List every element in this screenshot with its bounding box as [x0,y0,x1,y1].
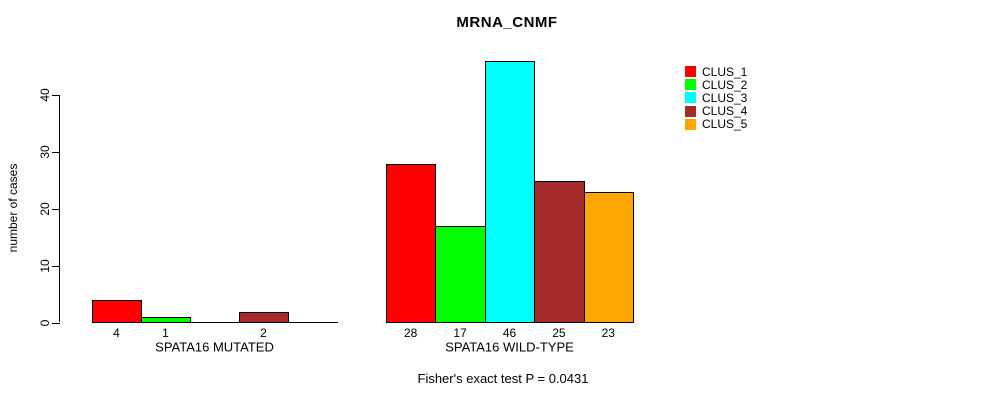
y-axis-tick [52,95,60,96]
bar-value-label: 1 [162,326,169,340]
chart-title: MRNA_CNMF [456,14,558,31]
group-baseline [92,322,338,323]
bar-value-label: 4 [113,326,120,340]
legend-item: CLUS_5 [685,118,747,131]
legend-color-swatch [685,92,696,104]
legend-color-swatch [685,66,696,78]
legend-item-label: CLUS_3 [702,90,748,105]
bar-value-label: 28 [404,326,418,340]
legend-color-swatch [685,79,696,91]
legend-item: CLUS_3 [685,91,747,104]
bar-value-label: 46 [502,326,517,340]
bar-value-label: 17 [453,326,467,340]
bar-clus_4 [239,312,289,323]
legend-item-label: CLUS_1 [702,64,748,79]
bar-clus_2 [141,317,191,323]
y-axis-line [59,95,60,322]
y-tick-label: 20 [38,202,52,216]
bar-clus_1 [386,164,436,323]
y-tick-label: 30 [38,145,52,159]
legend-color-swatch [685,118,696,130]
bar-clus_1 [92,300,142,323]
y-axis-tick [52,323,60,324]
y-axis-label: number of cases [6,163,20,253]
y-axis-tick [52,209,60,210]
y-tick-label: 10 [38,258,52,273]
bar-value-label: 23 [601,326,615,340]
bar-value-label: 2 [260,326,267,340]
bar-value-label: 25 [552,326,566,340]
legend-item-label: CLUS_5 [702,117,748,132]
legend-item: CLUS_1 [685,65,747,78]
legend: CLUS_1 CLUS_2 CLUS_3 CLUS_4 CLUS_5 [685,65,747,131]
y-axis-tick [52,152,60,153]
bar-clus_5 [584,192,634,323]
bar-clus_2 [435,226,486,323]
annotation-text: Fisher's exact test P = 0.0431 [417,371,589,386]
legend-item-label: CLUS_2 [702,77,748,92]
legend-item-label: CLUS_4 [702,104,748,119]
group-axis-title: SPATA16 MUTATED [155,339,274,355]
y-tick-label: 40 [38,88,52,102]
y-axis-tick [52,266,60,267]
legend-color-swatch [685,105,696,117]
bar-clus_3 [485,61,535,323]
group-axis-title: SPATA16 WILD-TYPE [445,339,574,355]
bar-clus_4 [534,181,585,323]
y-tick-label: 0 [38,319,52,326]
legend-item: CLUS_2 [685,78,747,91]
legend-item: CLUS_4 [685,105,747,118]
